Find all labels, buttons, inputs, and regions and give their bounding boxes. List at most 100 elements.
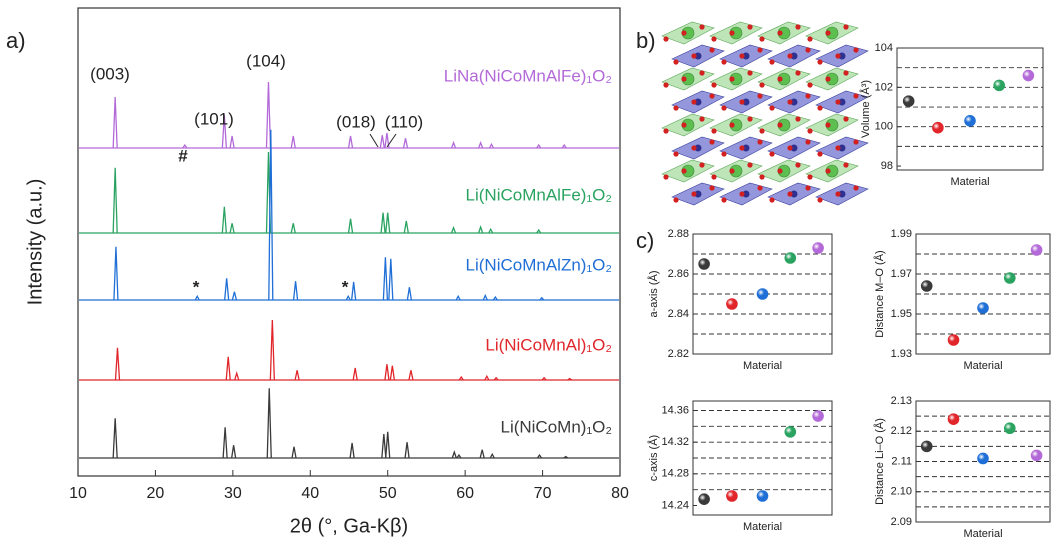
atom — [807, 82, 813, 88]
atom — [853, 139, 859, 145]
atom — [691, 53, 697, 59]
peak — [112, 418, 118, 459]
peak — [536, 453, 543, 459]
atom — [699, 162, 705, 168]
plot-frame — [896, 47, 1044, 171]
data-point — [726, 298, 738, 310]
atom — [843, 162, 849, 168]
peak — [265, 81, 272, 149]
y-tick-label: 1.97 — [891, 268, 912, 280]
peak — [489, 452, 495, 459]
atom — [742, 98, 750, 106]
data-point — [947, 413, 960, 425]
atom — [663, 128, 669, 134]
atom — [721, 197, 727, 203]
peak — [382, 257, 389, 301]
peak — [536, 143, 542, 149]
atom — [838, 52, 846, 60]
atom — [681, 76, 687, 82]
peak — [234, 370, 240, 381]
peak — [488, 227, 494, 234]
atom — [853, 185, 859, 191]
data-point — [977, 302, 989, 314]
peak — [229, 135, 235, 149]
atom — [805, 139, 811, 145]
atom — [817, 151, 823, 157]
peak — [182, 143, 188, 149]
x-tick-label: 50 — [379, 485, 397, 502]
atom — [757, 185, 763, 191]
x-tick-label: 30 — [224, 485, 242, 502]
atom — [747, 24, 753, 30]
peak — [385, 212, 391, 234]
atom — [795, 116, 801, 122]
x-axis-label: Material — [950, 176, 989, 188]
atom — [825, 122, 831, 128]
y-tick-label: 2.11 — [891, 455, 912, 467]
panel-label: a) — [6, 28, 26, 53]
atom — [681, 30, 687, 36]
atom — [711, 36, 717, 42]
data-point — [993, 79, 1006, 92]
crystal-structure — [661, 21, 869, 206]
atom — [681, 168, 687, 174]
x-tick-label: 70 — [534, 485, 552, 502]
atom — [742, 52, 750, 60]
peak — [456, 453, 462, 459]
data-point — [902, 95, 915, 107]
data-point — [698, 493, 710, 505]
y-tick-label: 100 — [875, 121, 893, 133]
atom — [759, 128, 765, 134]
atom — [694, 144, 702, 152]
peak — [404, 442, 410, 459]
panel-label: b) — [636, 28, 656, 53]
atom — [757, 93, 763, 99]
atom — [711, 174, 717, 180]
atom — [825, 168, 831, 174]
y-tick-label: 2.82 — [668, 348, 689, 360]
plot-frame — [692, 400, 833, 516]
y-tick-label: 14.36 — [661, 404, 689, 416]
atom — [843, 116, 849, 122]
atom — [757, 139, 763, 145]
peak — [455, 294, 461, 301]
atom — [795, 70, 801, 76]
atom — [699, 116, 705, 122]
atom — [787, 145, 793, 151]
peak — [384, 364, 390, 381]
data-point — [698, 258, 710, 270]
data-point — [812, 410, 824, 422]
atom — [721, 59, 727, 65]
atom — [759, 82, 765, 88]
atom — [739, 99, 745, 105]
atom — [790, 98, 798, 106]
data-point — [932, 121, 944, 134]
atom — [838, 190, 846, 198]
peak — [479, 449, 485, 459]
peak — [451, 449, 457, 459]
y-tick-label: 2.88 — [668, 228, 689, 240]
peak — [291, 446, 297, 459]
y-tick-label: 2.84 — [668, 308, 689, 320]
y-axis-label: Intensity (a.u.) — [24, 179, 46, 306]
peak — [408, 370, 414, 381]
atom — [777, 30, 783, 36]
atom — [787, 99, 793, 105]
atom — [721, 105, 727, 111]
x-axis-label: Material — [963, 528, 1002, 540]
peak — [478, 140, 484, 149]
plot-frame — [915, 233, 1051, 355]
atom — [817, 105, 823, 111]
atom — [709, 47, 715, 53]
atom — [777, 76, 783, 82]
peak — [222, 427, 228, 459]
peak — [389, 365, 396, 381]
atom — [777, 168, 783, 174]
annotation: (101) — [194, 109, 234, 128]
leader — [369, 133, 379, 148]
y-tick-label: 14.32 — [661, 436, 689, 448]
y-tick-label: 2.13 — [891, 395, 912, 407]
atom — [757, 47, 763, 53]
atom — [795, 24, 801, 30]
atom — [838, 144, 846, 152]
